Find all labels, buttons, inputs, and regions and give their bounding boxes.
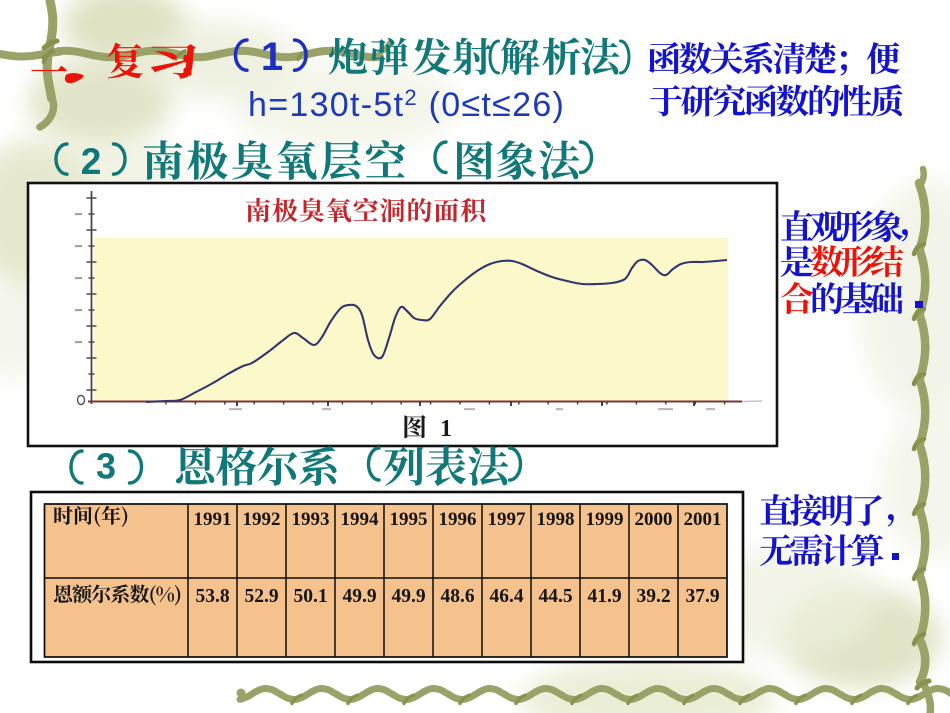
svg-text:41.9: 41.9 <box>587 586 621 607</box>
svg-text:37.9: 37.9 <box>685 586 719 607</box>
svg-text:1997: 1997 <box>488 509 527 530</box>
svg-text:49.9: 49.9 <box>342 586 376 607</box>
svg-text:1993: 1993 <box>292 509 330 530</box>
svg-text:52.9: 52.9 <box>244 586 278 607</box>
svg-text:1994: 1994 <box>341 509 380 530</box>
svg-text:1: 1 <box>261 35 283 79</box>
svg-text:2001: 2001 <box>684 509 722 530</box>
svg-text:48.6: 48.6 <box>440 586 474 607</box>
svg-text:h=130t-5t2 (0≤t≤26): h=130t-5t2 (0≤t≤26) <box>248 85 565 124</box>
svg-text:1999: 1999 <box>586 509 624 530</box>
svg-text:3: 3 <box>96 446 116 487</box>
svg-text:46.4: 46.4 <box>489 586 523 607</box>
svg-text:2000: 2000 <box>635 509 673 530</box>
svg-text:53.8: 53.8 <box>195 586 229 607</box>
svg-text:1998: 1998 <box>537 509 575 530</box>
svg-text:1992: 1992 <box>243 509 281 530</box>
svg-text:39.2: 39.2 <box>636 586 670 607</box>
svg-text:1996: 1996 <box>439 509 477 530</box>
svg-text:1995: 1995 <box>390 509 428 530</box>
svg-text:44.5: 44.5 <box>538 586 572 607</box>
svg-text:1991: 1991 <box>194 509 232 530</box>
svg-text:50.1: 50.1 <box>293 586 327 607</box>
svg-text:49.9: 49.9 <box>391 586 425 607</box>
svg-text:1: 1 <box>440 416 452 442</box>
svg-text:2: 2 <box>81 141 102 182</box>
